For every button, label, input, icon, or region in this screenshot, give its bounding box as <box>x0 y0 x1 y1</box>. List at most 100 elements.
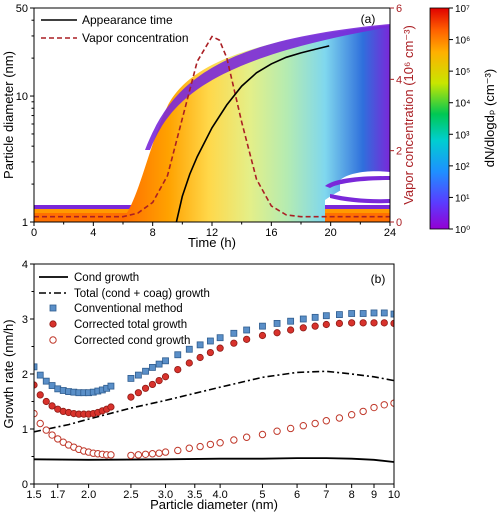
corrected-cond-growth-point <box>34 409 38 418</box>
conventional-method-point <box>359 310 367 317</box>
corrected-total-growth-point <box>287 326 295 334</box>
panel-a-xtick-label: 0 <box>31 227 37 239</box>
panel-a-xtick-label: 12 <box>206 227 218 239</box>
legend-corrected-total-marker <box>49 320 57 328</box>
corrected-total-growth-point <box>42 397 50 406</box>
corrected-total-growth-point <box>48 402 56 410</box>
panel-a-xlabel: Time (h) <box>188 235 236 250</box>
corrected-total-growth-point <box>335 319 344 327</box>
panel-b-ytick-label: 0 <box>22 479 28 491</box>
conventional-method-point <box>230 329 238 337</box>
size-distribution-heatmap <box>34 24 390 222</box>
conventional-method-point <box>273 319 281 327</box>
legend-vapor-concentration-label: Vapor concentration <box>82 31 189 45</box>
corrected-total-growth-point <box>185 359 193 367</box>
panel-b-series <box>34 309 394 463</box>
corrected-total-growth-point <box>258 331 267 340</box>
legend-total-growth-label: Total (cond + coag) growth <box>74 288 210 300</box>
legend-cond-growth-label: Cond growth <box>74 272 139 284</box>
colorbar-scale <box>429 7 450 230</box>
corrected-cond-growth-point <box>155 449 163 457</box>
corrected-total-growth-point <box>206 348 214 357</box>
panel-b-xtick-label: 6 <box>294 489 300 501</box>
corrected-total-growth-point <box>273 329 281 337</box>
corrected-cond-growth-point <box>380 401 388 409</box>
panel-b-axes: 1.5 1.7 2.0 2.5 3.0 3.5 4.0 5 6 7 8 9 10 0 1 2 3 4 <box>22 259 400 501</box>
corrected-cond-growth-point <box>134 451 143 459</box>
corrected-total-growth-point <box>161 373 170 381</box>
panel-a-ytick-label: 10 <box>16 91 28 103</box>
conventional-method-point <box>162 357 169 365</box>
corrected-total-growth-point <box>36 391 44 399</box>
panel-b-background <box>34 264 394 484</box>
colorbar-tick-label: 10⁶ <box>455 36 470 47</box>
corrected-total-growth-point <box>127 393 135 401</box>
panel-a-ylabel: Particle diameter (nm) <box>1 51 16 179</box>
corrected-total-growth-point <box>141 384 150 392</box>
conventional-method-point <box>380 309 388 317</box>
corrected-cond-growth-point <box>242 433 251 441</box>
corrected-total-growth-point <box>322 320 330 329</box>
corrected-cond-growth-point <box>148 450 157 458</box>
corrected-total-growth-point <box>196 353 204 362</box>
corrected-total-growth-point <box>359 319 367 327</box>
panel-b-ytick-label: 3 <box>22 314 28 326</box>
legend-corrected-cond-label: Corrected cond growth <box>74 335 190 347</box>
conventional-method-point <box>142 367 149 375</box>
panel-a-y2tick-label: 2 <box>396 146 402 158</box>
corrected-cond-growth-point <box>258 430 267 439</box>
conventional-method-point <box>36 371 44 379</box>
panel-b-xtick-label: 2.5 <box>123 489 138 501</box>
colorbar: 10⁰ 10¹ 10² 10³ 10⁴ 10⁵ 10⁶ 10⁷ dN/dlogdₚ (cm⁻³… <box>429 4 497 236</box>
conventional-method-point <box>287 317 295 325</box>
panel-b-xtick-label: 5 <box>259 489 265 501</box>
series-cond-growth-line <box>34 457 394 463</box>
corrected-cond-growth-point <box>273 427 281 435</box>
corrected-cond-growth-point <box>347 411 356 419</box>
legend-conventional-method-label: Conventional method <box>74 303 183 315</box>
corrected-total-growth-point <box>243 335 251 343</box>
series-appearance-time-line <box>175 45 330 222</box>
panel-b-xlabel: Particle diameter (nm) <box>150 497 278 512</box>
corrected-total-growth-point <box>134 389 142 397</box>
colorbar-tick-label: 10² <box>455 162 470 173</box>
panel-a-xtick-label: 4 <box>90 227 96 239</box>
corrected-cond-growth-point <box>359 407 367 416</box>
corrected-cond-growth-point <box>299 422 307 430</box>
panel-b-xtick-label: 1.5 <box>26 489 41 501</box>
conventional-method-point <box>174 351 182 359</box>
corrected-cond-growth-point <box>206 440 215 449</box>
corrected-total-growth-point <box>148 380 157 389</box>
panel-a-label: (a) <box>361 12 376 26</box>
corrected-cond-growth-point <box>322 417 331 425</box>
conventional-method-point <box>299 315 307 323</box>
conventional-method-point <box>149 363 156 371</box>
colorbar-tick-label: 10¹ <box>455 193 470 204</box>
conventional-method-point <box>155 360 163 368</box>
panel-b-ytick-label: 1 <box>22 424 28 436</box>
panel-b-ytick-label: 4 <box>22 259 28 271</box>
corrected-total-growth-point <box>34 381 38 389</box>
panel-a-legend: Appearance time Vapor concentration <box>41 13 189 45</box>
panel-b-xtick-label: 2.0 <box>81 489 96 501</box>
colorbar-ticks: 10⁰ 10¹ 10² 10³ 10⁴ 10⁵ 10⁶ 10⁷ <box>449 4 470 236</box>
panel-b-xtick-label: 3.0 <box>158 489 173 501</box>
conventional-method-point <box>206 337 214 345</box>
legend-conventional-method-marker <box>49 304 57 312</box>
corrected-total-growth-point <box>380 319 388 327</box>
conventional-method-point <box>48 382 56 389</box>
conventional-method-point <box>322 312 330 320</box>
panel-b-ylabel: Growth rate (nm/h) <box>1 319 16 428</box>
corrected-cond-growth-point <box>311 419 319 428</box>
conventional-method-point <box>54 385 62 393</box>
legend-appearance-time-label: Appearance time <box>82 13 173 27</box>
corrected-total-growth-point <box>348 319 356 327</box>
corrected-cond-growth-point <box>230 436 238 444</box>
panel-b-xtick-label: 10 <box>388 489 400 501</box>
colorbar-tick-label: 10³ <box>455 130 470 141</box>
corrected-cond-growth-point <box>141 450 150 458</box>
conventional-method-point <box>311 313 319 321</box>
conventional-method-point <box>185 345 193 353</box>
